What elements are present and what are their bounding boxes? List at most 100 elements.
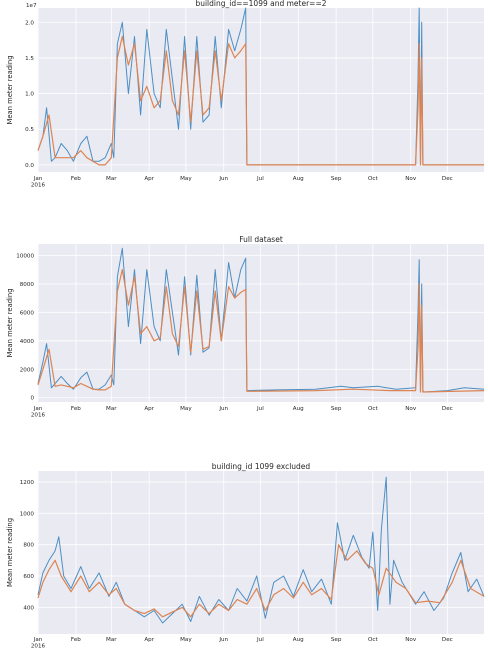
x-tick-label-line: Jan (33, 176, 43, 182)
y-tick-label: 6000 (20, 310, 35, 316)
x-tick-label: Mar (106, 176, 117, 182)
x-tick-label: Jan 2016 (31, 637, 46, 650)
x-tick-label-line: Nov (405, 406, 417, 412)
y-tick-label: 800 (23, 543, 34, 549)
series-rolling-mean-line (37, 269, 485, 393)
x-tick-label: Apr (144, 637, 154, 643)
x-tick-label-line: Sep (331, 406, 342, 412)
plot-area (38, 471, 484, 634)
chart-title: Full dataset (239, 235, 283, 244)
x-tick-label-line: Mar (106, 637, 117, 643)
x-tick-label-line: Jan (33, 406, 43, 412)
y-tick-label: 0.5 (25, 127, 34, 133)
x-tick-label-line: Feb (71, 406, 81, 412)
x-tick-label: Oct (368, 176, 378, 182)
x-tick-label: Aug (293, 406, 304, 412)
x-tick-label-line: Jul (256, 406, 264, 412)
y-tick-label: 8000 (20, 282, 35, 288)
x-tick-label-line: Dec (442, 176, 453, 182)
y-axis-multiplier: 1e7 (26, 3, 37, 9)
x-tick-label: Nov (405, 176, 417, 182)
x-tick-label: Feb (71, 176, 81, 182)
x-tick-label-line: Oct (368, 637, 378, 643)
x-tick-label: Jun (218, 406, 228, 412)
x-tick-label: Jun (218, 176, 228, 182)
x-tick-label: Sep (331, 637, 342, 643)
y-tick-label: 0 (30, 396, 34, 402)
x-tick-label: Jan 2016 (31, 406, 46, 419)
x-tick-label-line: Apr (144, 176, 154, 182)
x-tick-label: Mar (106, 637, 117, 643)
x-tick-label: Dec (442, 176, 453, 182)
plot-area (38, 8, 484, 172)
y-axis-label: Mean meter reading (6, 518, 14, 587)
y-tick-label: 1.5 (25, 56, 34, 62)
x-tick-label: Feb (71, 637, 81, 643)
x-tick-label-line: Dec (442, 406, 453, 412)
y-tick-label: 1.0 (25, 92, 34, 98)
x-tick-label-line: Aug (293, 637, 304, 643)
y-axis-label: Mean meter reading (6, 288, 14, 357)
x-tick-label-line: Feb (71, 176, 81, 182)
x-tick-label: Aug (293, 176, 304, 182)
chart-title: building_id 1099 excluded (212, 462, 311, 471)
x-tick-label-line: 2016 (31, 644, 46, 650)
x-tick-label-line: Dec (442, 637, 453, 643)
x-tick-label: Apr (144, 406, 154, 412)
x-tick-label: Dec (442, 637, 453, 643)
x-tick-label-line: Apr (144, 637, 154, 643)
chart-panel-3: 400 600 800 1000 1200 Jan 2016 Feb Mar Apr May Jun J… (6, 462, 485, 650)
y-tick-label: 600 (23, 574, 34, 580)
x-tick-label-line: Jun (218, 637, 228, 643)
y-tick-label: 1200 (20, 480, 35, 486)
y-tick-label: 10000 (16, 253, 34, 259)
x-tick-label: Sep (331, 406, 342, 412)
x-tick-label-line: Sep (331, 637, 342, 643)
x-tick-label: Nov (405, 637, 417, 643)
x-tick-label: Mar (106, 406, 117, 412)
series-raw-line (37, 476, 485, 624)
x-tick-label: Oct (368, 637, 378, 643)
y-tick-label: 4000 (20, 339, 35, 345)
x-tick-label: Jan 2016 (31, 176, 46, 189)
y-tick-label: 2.0 (25, 20, 34, 26)
plot-area (38, 244, 484, 402)
x-tick-label: May (180, 176, 192, 182)
x-tick-label-line: May (180, 176, 192, 182)
x-tick-label-line: May (180, 406, 192, 412)
x-tick-label-line: May (180, 637, 192, 643)
series-rolling-mean-line (37, 544, 485, 618)
x-tick-label-line: Mar (106, 176, 117, 182)
x-tick-label: Dec (442, 406, 453, 412)
chart-panel-2: 0 2000 4000 6000 8000 10000 Jan 2016 Feb Mar Apr Ma… (6, 235, 485, 419)
chart-panel-1: 0.0 0.5 1.0 1.5 2.0 Jan 2016 Feb Mar Apr May Jun Jul… (6, 0, 484, 189)
x-tick-label-line: Feb (71, 637, 81, 643)
x-tick-label: May (180, 637, 192, 643)
x-tick-label-line: Sep (331, 176, 342, 182)
x-tick-label: Oct (368, 406, 378, 412)
x-tick-label-line: Mar (106, 406, 117, 412)
x-tick-label: Jul (256, 176, 264, 182)
y-tick-label: 400 (23, 605, 34, 611)
y-tick-label: 0.0 (25, 163, 34, 169)
x-tick-label: Apr (144, 176, 154, 182)
series-rolling-mean-line (37, 35, 484, 166)
x-tick-label-line: Aug (293, 176, 304, 182)
x-tick-label: Aug (293, 637, 304, 643)
x-tick-label-line: Jun (218, 176, 228, 182)
x-tick-label: Sep (331, 176, 342, 182)
x-tick-label-line: 2016 (31, 413, 46, 419)
y-axis-label: Mean meter reading (6, 55, 14, 124)
x-tick-label-line: Apr (144, 406, 154, 412)
x-tick-label-line: Nov (405, 176, 417, 182)
x-tick-label: Feb (71, 406, 81, 412)
y-tick-label: 2000 (20, 367, 35, 373)
x-tick-label: Jul (256, 637, 264, 643)
x-tick-label: May (180, 406, 192, 412)
chart-title: building_id==1099 and meter==2 (195, 0, 326, 8)
x-tick-label-line: 2016 (31, 183, 46, 189)
x-tick-label-line: Jul (256, 637, 264, 643)
x-tick-label: Jun (218, 637, 228, 643)
y-tick-label: 1000 (20, 511, 35, 517)
